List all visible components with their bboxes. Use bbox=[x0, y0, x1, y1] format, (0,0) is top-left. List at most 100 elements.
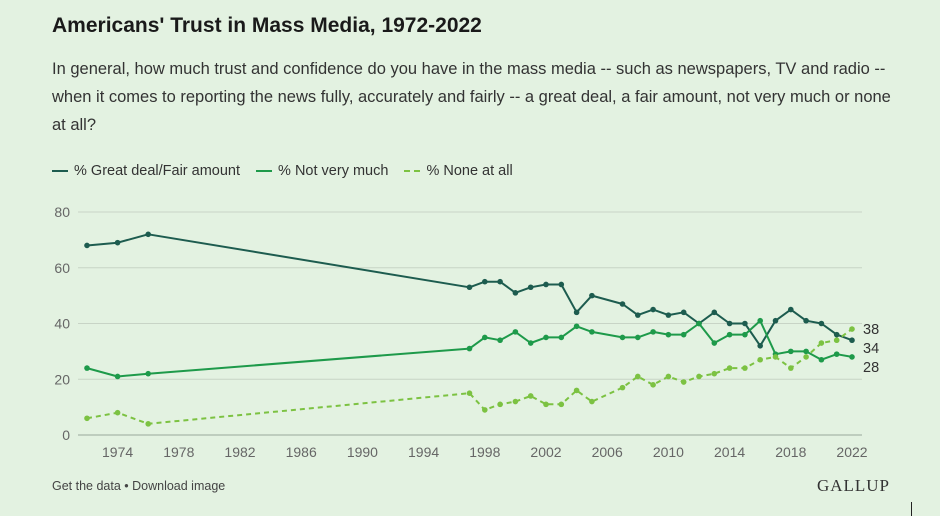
chart-title: Americans' Trust in Mass Media, 1972-202… bbox=[52, 14, 482, 37]
point-none-at-all-2011 bbox=[680, 379, 687, 385]
point-none-at-all-2007 bbox=[619, 384, 626, 391]
x-tick-label-1978: 1978 bbox=[163, 444, 194, 460]
x-tick-label-2014: 2014 bbox=[714, 444, 745, 460]
point-great-deal-fair-amount-2013 bbox=[711, 309, 718, 316]
x-tick-label-1994: 1994 bbox=[408, 444, 439, 460]
point-none-at-all-2000 bbox=[512, 398, 519, 405]
point-not-very-much-2009 bbox=[650, 329, 656, 335]
y-tick-label-40: 40 bbox=[54, 316, 70, 332]
point-none-at-all-2013 bbox=[711, 370, 718, 377]
point-great-deal-fair-amount-1998 bbox=[482, 278, 488, 285]
chart-grid bbox=[78, 211, 862, 436]
footer-links[interactable]: Get the data • Download image bbox=[52, 479, 226, 493]
point-none-at-all-1997 bbox=[466, 390, 473, 396]
point-not-very-much-2022 bbox=[849, 354, 855, 360]
series-not-very-much bbox=[84, 317, 855, 380]
x-tick-label-2002: 2002 bbox=[530, 444, 561, 460]
point-great-deal-fair-amount-2010 bbox=[665, 312, 672, 318]
point-none-at-all-2020 bbox=[818, 340, 825, 346]
point-great-deal-fair-amount-2020 bbox=[818, 320, 825, 327]
point-not-very-much-2020 bbox=[818, 356, 825, 363]
point-great-deal-fair-amount-1976 bbox=[145, 231, 151, 238]
point-not-very-much-1976 bbox=[145, 370, 151, 377]
point-none-at-all-2021 bbox=[833, 337, 840, 344]
point-not-very-much-1974 bbox=[114, 373, 121, 380]
x-tick-label-1998: 1998 bbox=[469, 444, 500, 460]
point-not-very-much-2001 bbox=[527, 340, 534, 346]
end-label-none-at-all: 38 bbox=[863, 322, 879, 338]
point-none-at-all-2018 bbox=[788, 365, 794, 371]
series-line-great-deal-fair-amount bbox=[86, 233, 853, 347]
point-not-very-much-2018 bbox=[788, 348, 794, 355]
point-not-very-much-2021 bbox=[833, 351, 840, 357]
legend-item-none-at-all: % None at all bbox=[404, 163, 513, 179]
point-great-deal-fair-amount-2019 bbox=[803, 317, 809, 324]
point-great-deal-fair-amount-1974 bbox=[114, 239, 121, 246]
chart-series bbox=[84, 231, 855, 427]
point-not-very-much-2014 bbox=[726, 331, 733, 338]
x-tick-label-2018: 2018 bbox=[775, 444, 806, 460]
x-tick-label-1982: 1982 bbox=[224, 444, 255, 460]
point-great-deal-fair-amount-2005 bbox=[589, 292, 595, 299]
end-label-not-very-much: 28 bbox=[863, 360, 879, 376]
point-not-very-much-1997 bbox=[466, 345, 473, 352]
point-great-deal-fair-amount-2001 bbox=[527, 284, 534, 291]
point-none-at-all-2016 bbox=[757, 356, 763, 363]
legend-swatch-great-deal bbox=[52, 170, 68, 172]
text-cursor-icon bbox=[911, 502, 912, 516]
point-great-deal-fair-amount-2003 bbox=[558, 281, 565, 288]
x-tick-label-2006: 2006 bbox=[592, 444, 623, 460]
point-not-very-much-2005 bbox=[589, 329, 595, 335]
point-great-deal-fair-amount-2021 bbox=[833, 331, 840, 338]
point-none-at-all-1972 bbox=[84, 415, 90, 422]
point-none-at-all-2009 bbox=[650, 382, 656, 388]
point-great-deal-fair-amount-2007 bbox=[619, 301, 626, 307]
point-none-at-all-1976 bbox=[145, 421, 151, 427]
point-not-very-much-1999 bbox=[497, 337, 503, 344]
legend-item-not-very-much: % Not very much bbox=[256, 163, 388, 179]
legend-swatch-none-at-all bbox=[404, 170, 421, 172]
point-none-at-all-2003 bbox=[558, 401, 565, 408]
y-tick-label-60: 60 bbox=[54, 260, 70, 276]
point-great-deal-fair-amount-2009 bbox=[650, 306, 656, 313]
point-not-very-much-2010 bbox=[665, 331, 672, 338]
point-not-very-much-2008 bbox=[635, 334, 641, 341]
point-great-deal-fair-amount-2018 bbox=[788, 306, 794, 313]
gallup-logo: GALLUP bbox=[816, 476, 890, 495]
point-great-deal-fair-amount-2015 bbox=[742, 320, 748, 327]
point-none-at-all-2010 bbox=[665, 373, 672, 380]
point-not-very-much-2019 bbox=[803, 348, 809, 355]
point-not-very-much-2004 bbox=[573, 323, 580, 330]
point-great-deal-fair-amount-2016 bbox=[757, 343, 763, 349]
point-none-at-all-2002 bbox=[543, 401, 549, 408]
point-not-very-much-2013 bbox=[711, 340, 718, 346]
x-tick-label-1974: 1974 bbox=[102, 444, 133, 460]
point-not-very-much-2015 bbox=[742, 331, 748, 338]
point-great-deal-fair-amount-2011 bbox=[680, 309, 687, 316]
point-none-at-all-1974 bbox=[114, 409, 121, 416]
y-axis: 0 20 40 60 80 bbox=[54, 204, 70, 443]
point-great-deal-fair-amount-1997 bbox=[466, 284, 473, 291]
point-none-at-all-2001 bbox=[527, 393, 534, 399]
point-none-at-all-1998 bbox=[482, 407, 488, 413]
point-not-very-much-2012 bbox=[696, 320, 702, 327]
chart-legend: % Great deal/Fair amount % Not very much… bbox=[52, 163, 513, 179]
point-great-deal-fair-amount-2000 bbox=[512, 290, 519, 296]
y-tick-label-0: 0 bbox=[62, 427, 70, 443]
series-none-at-all bbox=[84, 326, 855, 427]
point-great-deal-fair-amount-2008 bbox=[635, 312, 641, 318]
x-tick-label-1990: 1990 bbox=[347, 444, 378, 460]
point-great-deal-fair-amount-2014 bbox=[726, 320, 733, 327]
x-axis: 1974 1978 1982 1986 1990 1994 1998 2002 2006 2010… bbox=[102, 444, 868, 460]
legend-swatch-not-very-much bbox=[256, 170, 273, 172]
series-line-not-very-much bbox=[86, 319, 853, 378]
point-not-very-much-2011 bbox=[680, 331, 687, 338]
point-none-at-all-2008 bbox=[635, 373, 641, 380]
point-none-at-all-2012 bbox=[696, 373, 702, 380]
point-not-very-much-2002 bbox=[543, 334, 549, 341]
point-great-deal-fair-amount-2022 bbox=[849, 337, 855, 344]
point-not-very-much-2003 bbox=[558, 334, 565, 341]
legend-label-not-very-much: % Not very much bbox=[278, 163, 389, 179]
point-great-deal-fair-amount-2002 bbox=[543, 281, 549, 288]
point-great-deal-fair-amount-1972 bbox=[84, 242, 90, 249]
